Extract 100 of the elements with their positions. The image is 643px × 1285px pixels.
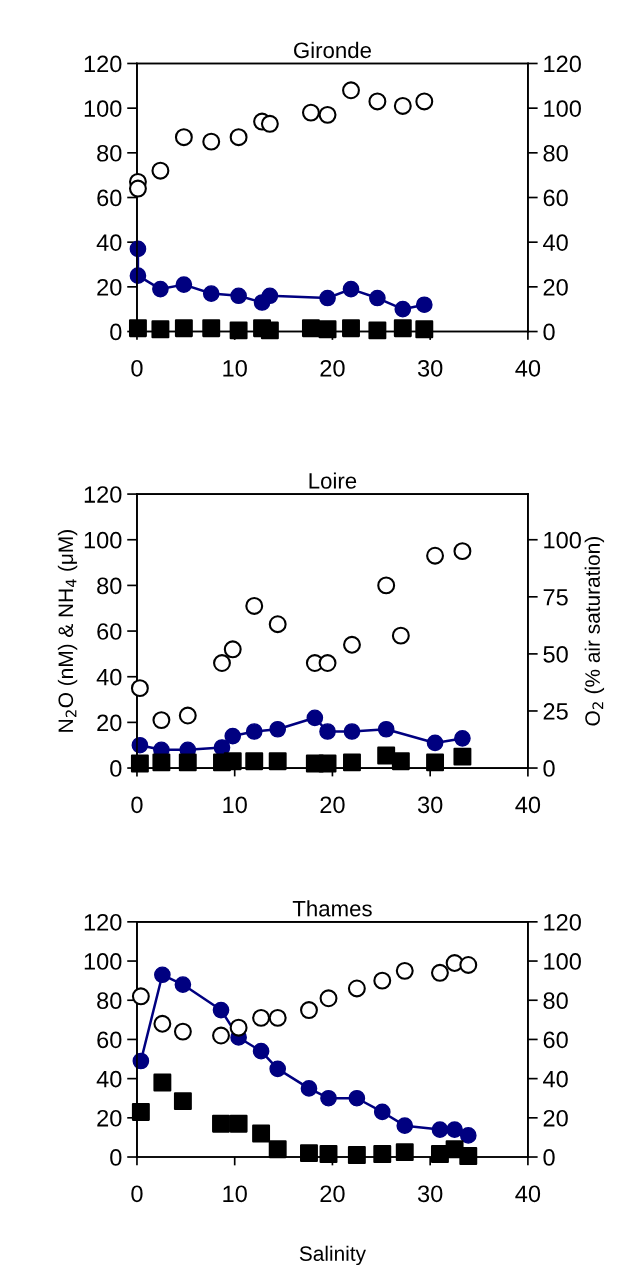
point: [300, 1080, 318, 1097]
point: [368, 321, 387, 340]
x-tick-label: 10: [223, 1185, 247, 1203]
point: [319, 989, 338, 1008]
y-tick-label: 100: [84, 100, 122, 117]
point: [453, 542, 472, 561]
point: [202, 132, 221, 151]
y2-tick-label: 100: [544, 953, 581, 970]
y2-tick-label: 40: [543, 1070, 568, 1088]
point: [151, 320, 170, 339]
y2-tick-label: 40: [543, 234, 568, 251]
point: [245, 596, 264, 615]
y2-tick-label: 0: [543, 1149, 555, 1166]
point: [343, 723, 361, 740]
point: [373, 971, 392, 990]
point: [173, 1022, 192, 1041]
point: [252, 1008, 271, 1027]
point: [151, 161, 170, 180]
point: [223, 640, 242, 659]
y2-tick-label: 100: [544, 100, 581, 117]
point: [393, 96, 412, 115]
point: [152, 711, 171, 730]
point: [173, 1092, 192, 1111]
point: [212, 1114, 230, 1133]
y-tick-label: 40: [96, 1070, 122, 1088]
point: [373, 1103, 391, 1121]
point: [377, 720, 395, 738]
point: [260, 321, 279, 340]
point: [348, 1089, 366, 1107]
x-axis-title: Salinity: [299, 1245, 366, 1266]
x-tick-label: 0: [131, 1185, 143, 1203]
point: [174, 976, 192, 993]
x-tick-label: 20: [320, 1185, 345, 1203]
point: [260, 114, 279, 133]
y2-tick-label: 100: [544, 531, 581, 549]
y2-axis-title: O$_{2}$ (% air saturation): [584, 537, 605, 726]
y-tick-label: 0: [110, 323, 122, 341]
x-tick-label: 40: [515, 1185, 541, 1203]
y2-tick-label: 0: [543, 323, 555, 341]
point: [229, 1114, 248, 1133]
point: [453, 747, 472, 766]
point: [343, 753, 361, 772]
x-tick-label: 40: [515, 359, 541, 377]
y2-tick-label: 0: [543, 760, 555, 777]
point: [213, 654, 231, 672]
point: [396, 1117, 414, 1134]
point: [377, 576, 396, 595]
x-tick-label: 0: [131, 359, 143, 377]
y2-tick-label: 50: [543, 645, 568, 663]
point: [300, 1001, 318, 1019]
point: [178, 706, 197, 725]
point: [212, 1001, 230, 1019]
x-tick-label: 30: [417, 796, 443, 814]
y-tick-label: 40: [96, 234, 122, 251]
point: [391, 626, 410, 645]
point: [446, 1121, 463, 1138]
point: [174, 319, 193, 338]
point: [318, 320, 337, 339]
y-tick-label: 40: [96, 668, 122, 686]
chart-title: Loire: [309, 472, 357, 489]
point: [202, 319, 221, 338]
point: [430, 963, 449, 982]
y-tick-label: 80: [97, 992, 122, 1010]
point: [252, 1042, 270, 1060]
point: [153, 1014, 172, 1033]
y-tick-label: 20: [97, 714, 122, 732]
y-tick-label: 60: [97, 623, 122, 640]
point: [319, 289, 336, 307]
y-tick-label: 20: [97, 278, 122, 296]
point: [245, 723, 263, 740]
point: [454, 730, 471, 747]
point: [343, 635, 361, 654]
y2-tick-label: 20: [543, 1109, 568, 1127]
point: [459, 1147, 478, 1165]
x-tick-label: 10: [223, 359, 247, 377]
point: [318, 105, 337, 124]
x-tick-label: 30: [417, 1185, 443, 1203]
point: [342, 319, 360, 338]
y-tick-label: 80: [97, 144, 122, 162]
point: [459, 956, 478, 974]
point: [393, 319, 412, 338]
point: [154, 966, 171, 984]
y-tick-label: 100: [84, 953, 122, 970]
y2-tick-label: 60: [543, 189, 568, 207]
point: [174, 128, 193, 147]
y2-tick-label: 80: [543, 144, 568, 162]
x-tick-label: 0: [131, 796, 143, 814]
x-tick-label: 10: [223, 796, 247, 814]
point: [152, 280, 169, 298]
point: [301, 103, 320, 122]
point: [319, 723, 336, 740]
y-tick-label: 60: [97, 189, 122, 207]
y-tick-label: 80: [97, 577, 122, 595]
point: [306, 709, 324, 727]
point: [415, 92, 434, 111]
point: [426, 753, 445, 772]
point: [202, 285, 220, 302]
point: [318, 654, 337, 672]
x-tick-label: 40: [515, 796, 541, 814]
x-tick-label: 30: [417, 359, 443, 377]
